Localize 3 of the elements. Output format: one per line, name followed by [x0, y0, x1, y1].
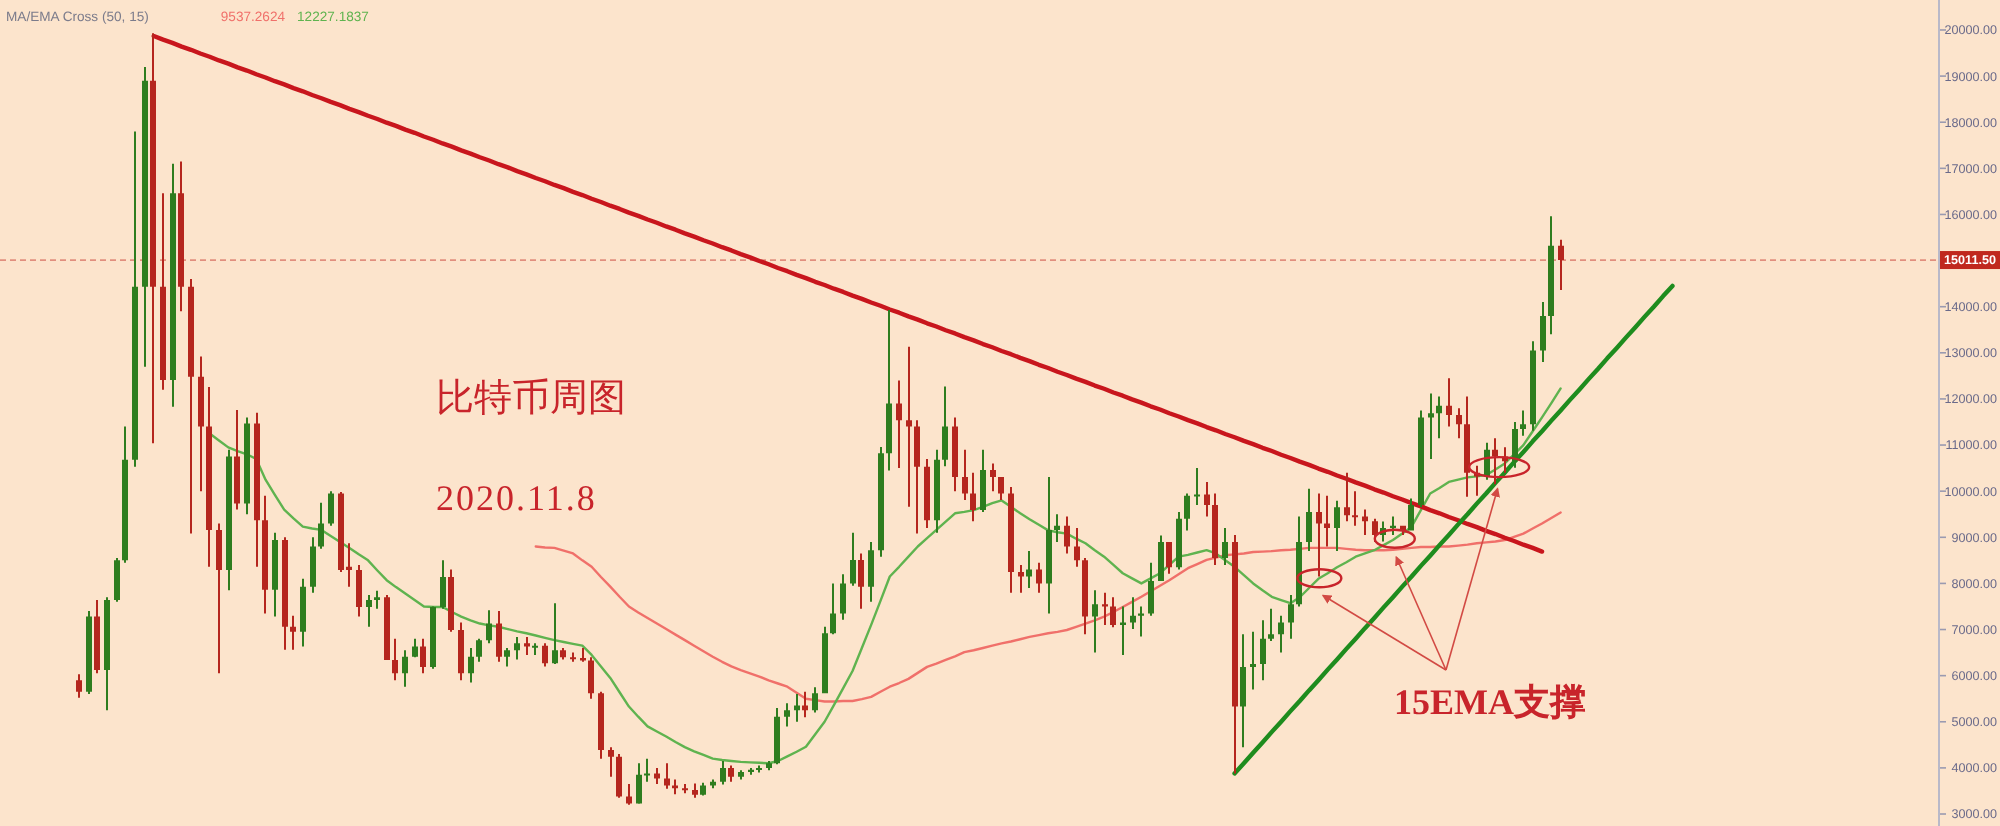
annotation: 15EMA支撑	[1394, 682, 1586, 722]
subtitle: 2020.11.8	[436, 478, 597, 518]
title: 比特币周图	[436, 378, 626, 420]
